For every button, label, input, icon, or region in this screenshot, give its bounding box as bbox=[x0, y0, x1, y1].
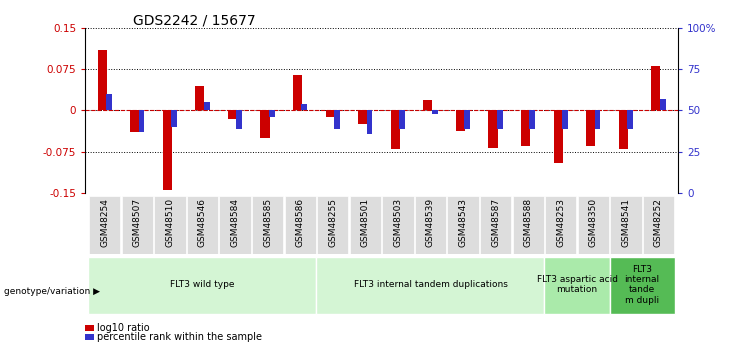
Bar bbox=[562, 110, 568, 129]
Text: GSM48350: GSM48350 bbox=[589, 198, 598, 247]
Text: GSM48507: GSM48507 bbox=[133, 198, 142, 247]
Bar bbox=[163, 110, 172, 190]
Bar bbox=[586, 110, 595, 146]
Text: log10 ratio: log10 ratio bbox=[97, 323, 150, 333]
FancyBboxPatch shape bbox=[88, 257, 316, 314]
Text: GSM48584: GSM48584 bbox=[230, 198, 239, 247]
Text: GSM48585: GSM48585 bbox=[263, 198, 272, 247]
Bar bbox=[399, 110, 405, 129]
Text: GSM48539: GSM48539 bbox=[426, 198, 435, 247]
FancyBboxPatch shape bbox=[122, 196, 153, 254]
FancyBboxPatch shape bbox=[89, 196, 120, 254]
Bar bbox=[619, 110, 628, 149]
Bar bbox=[130, 110, 139, 132]
Bar bbox=[325, 110, 335, 117]
Bar bbox=[260, 110, 270, 138]
FancyBboxPatch shape bbox=[187, 196, 218, 254]
Bar bbox=[236, 110, 242, 129]
FancyBboxPatch shape bbox=[578, 196, 609, 254]
Bar bbox=[465, 110, 471, 129]
Bar bbox=[98, 50, 107, 110]
Text: FLT3
internal
tande
m dupli: FLT3 internal tande m dupli bbox=[625, 265, 659, 305]
Text: GSM48543: GSM48543 bbox=[459, 198, 468, 247]
Text: FLT3 wild type: FLT3 wild type bbox=[170, 280, 235, 289]
FancyBboxPatch shape bbox=[480, 196, 511, 254]
Bar bbox=[293, 75, 302, 110]
Bar bbox=[334, 110, 340, 129]
FancyBboxPatch shape bbox=[252, 196, 283, 254]
Bar bbox=[594, 110, 600, 129]
FancyBboxPatch shape bbox=[545, 257, 610, 314]
Text: FLT3 internal tandem duplications: FLT3 internal tandem duplications bbox=[353, 280, 508, 289]
Text: GSM48254: GSM48254 bbox=[100, 198, 109, 247]
Text: GSM48501: GSM48501 bbox=[361, 198, 370, 247]
Bar bbox=[659, 99, 665, 110]
Bar bbox=[488, 110, 497, 148]
Bar bbox=[651, 66, 660, 110]
Bar bbox=[204, 102, 210, 110]
Bar bbox=[521, 110, 530, 146]
Text: GSM48588: GSM48588 bbox=[524, 198, 533, 247]
Bar bbox=[106, 94, 112, 110]
FancyBboxPatch shape bbox=[415, 196, 446, 254]
FancyBboxPatch shape bbox=[643, 196, 674, 254]
FancyBboxPatch shape bbox=[154, 196, 185, 254]
FancyBboxPatch shape bbox=[610, 257, 675, 314]
FancyBboxPatch shape bbox=[382, 196, 413, 254]
FancyBboxPatch shape bbox=[219, 196, 250, 254]
FancyBboxPatch shape bbox=[448, 196, 479, 254]
Text: GSM48541: GSM48541 bbox=[622, 198, 631, 247]
Text: GSM48546: GSM48546 bbox=[198, 198, 207, 247]
Text: GSM48255: GSM48255 bbox=[328, 198, 337, 247]
Bar bbox=[302, 104, 308, 110]
Bar bbox=[269, 110, 275, 117]
Bar bbox=[456, 110, 465, 131]
Bar bbox=[530, 110, 535, 129]
Text: GSM48586: GSM48586 bbox=[296, 198, 305, 247]
Bar bbox=[367, 110, 373, 134]
Bar bbox=[228, 110, 237, 119]
FancyBboxPatch shape bbox=[513, 196, 544, 254]
Text: percentile rank within the sample: percentile rank within the sample bbox=[97, 332, 262, 342]
FancyBboxPatch shape bbox=[611, 196, 642, 254]
Text: GSM48253: GSM48253 bbox=[556, 198, 565, 247]
Bar bbox=[196, 86, 205, 110]
Text: GDS2242 / 15677: GDS2242 / 15677 bbox=[133, 14, 256, 28]
Bar bbox=[497, 110, 503, 129]
Bar bbox=[171, 110, 177, 127]
FancyBboxPatch shape bbox=[350, 196, 381, 254]
Text: FLT3 aspartic acid
mutation: FLT3 aspartic acid mutation bbox=[536, 275, 617, 294]
FancyBboxPatch shape bbox=[545, 196, 576, 254]
Bar bbox=[358, 110, 368, 124]
FancyBboxPatch shape bbox=[285, 196, 316, 254]
Bar bbox=[627, 110, 633, 129]
Text: GSM48503: GSM48503 bbox=[393, 198, 402, 247]
Bar bbox=[423, 100, 433, 110]
Text: GSM48252: GSM48252 bbox=[654, 198, 663, 247]
Text: GSM48510: GSM48510 bbox=[165, 198, 174, 247]
Bar bbox=[432, 110, 438, 114]
Text: genotype/variation ▶: genotype/variation ▶ bbox=[4, 287, 100, 296]
Bar bbox=[391, 110, 400, 149]
Bar bbox=[139, 110, 144, 132]
FancyBboxPatch shape bbox=[317, 196, 348, 254]
Text: GSM48587: GSM48587 bbox=[491, 198, 500, 247]
Bar bbox=[554, 110, 562, 163]
FancyBboxPatch shape bbox=[316, 257, 545, 314]
